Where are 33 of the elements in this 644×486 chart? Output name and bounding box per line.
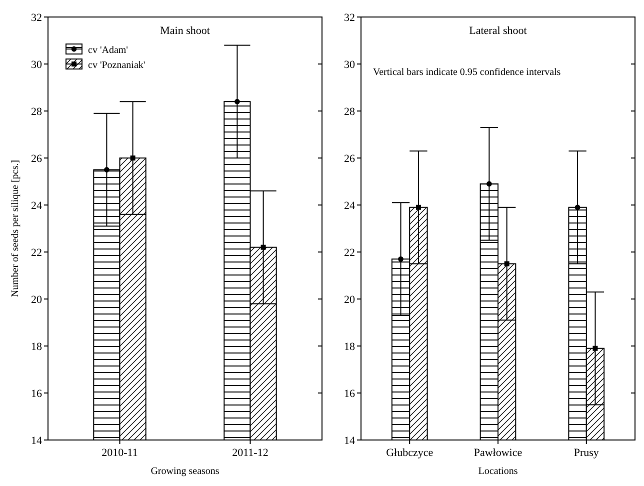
y-tick-label: 20 [344, 294, 356, 306]
y-tick-label: 14 [344, 435, 356, 447]
text: Main shoot [160, 25, 210, 37]
y-tick-label: 14 [31, 435, 42, 447]
y-tick-label: 20 [31, 294, 42, 306]
y-tick-label: 26 [31, 153, 42, 165]
y-tick-label: 28 [31, 106, 42, 118]
x-tick-label: 2010-11 [102, 447, 138, 459]
y-tick-label: 16 [31, 388, 42, 400]
x-tick-label: 2011-12 [232, 447, 268, 459]
y-tick-label: 32 [31, 12, 42, 24]
y-tick-label: 32 [344, 12, 355, 24]
text: Lateral shoot [469, 25, 527, 37]
x-axis-title: Growing seasons [150, 466, 220, 477]
y-tick-label: 24 [31, 200, 42, 212]
y-tick-label: 28 [344, 106, 356, 118]
annotation: Vertical bars indicate 0.95 confidence intervals [373, 67, 561, 78]
y-tick-label: 30 [344, 59, 356, 71]
y-tick-label: 26 [344, 153, 356, 165]
x-tick-label: Głubczyce [386, 447, 434, 459]
legend-label: cv 'Adam' [88, 45, 128, 56]
y-tick-label: 22 [31, 247, 42, 259]
y-axis-title: Number of seeds per silique [pcs.] [10, 160, 21, 298]
y-tick-label: 30 [31, 59, 42, 71]
y-tick-label: 18 [344, 341, 356, 353]
y-tick-label: 16 [344, 388, 356, 400]
y-tick-label: 18 [31, 341, 42, 353]
y-tick-label: 24 [344, 200, 356, 212]
legend-label: cv 'Poznaniak' [88, 60, 146, 71]
x-tick-label: Prusy [574, 447, 600, 459]
x-axis-title: Locations [478, 466, 518, 477]
y-tick-label: 22 [344, 247, 355, 259]
x-tick-label: Pawłowice [474, 447, 522, 459]
